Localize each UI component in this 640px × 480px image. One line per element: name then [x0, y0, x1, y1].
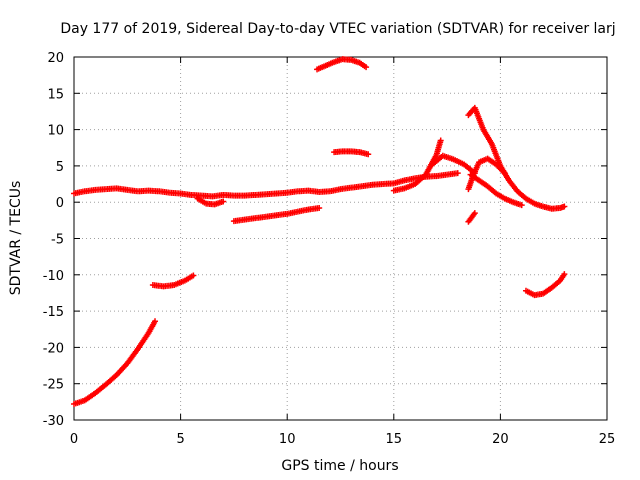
series-arc-bottom	[71, 318, 159, 408]
x-tick-label: 25	[599, 432, 616, 447]
data-point	[501, 170, 508, 177]
series-arc-spike	[465, 155, 508, 193]
series-arc-dip	[194, 195, 227, 208]
y-tick-label: -30	[43, 414, 64, 429]
y-tick-label: 15	[47, 87, 64, 102]
y-tick-label: -20	[43, 341, 64, 356]
data-point	[365, 151, 372, 158]
x-tick-label: 0	[70, 432, 78, 447]
data-point	[561, 203, 568, 210]
series-arc-main	[71, 170, 461, 200]
series-arc-v	[465, 210, 478, 225]
series-arc-top	[314, 56, 370, 73]
data-point	[471, 210, 478, 217]
series-arc-seven	[331, 148, 372, 158]
y-tick-label: 10	[47, 124, 64, 139]
y-axis-label: SDTVAR / TECUs	[8, 181, 24, 296]
series-arc-low	[230, 205, 323, 225]
y-tick-label: -15	[43, 305, 64, 320]
data-point	[500, 168, 507, 175]
data-point	[152, 318, 159, 325]
y-tick-label: -25	[43, 378, 64, 393]
axis-layer: 0 5 10 15 20 25 -30 -25 -20 -15 -10 -5 0 5 10 15 20	[43, 51, 616, 447]
series-arc-six	[429, 152, 478, 177]
series-arc-decline	[465, 104, 568, 212]
data-point	[363, 64, 370, 71]
data-layer	[71, 56, 568, 408]
y-tick-label: 20	[47, 51, 64, 66]
data-point	[437, 137, 444, 144]
series-arc-mid	[467, 171, 525, 209]
data-point	[518, 202, 525, 209]
y-tick-label: -10	[43, 269, 64, 284]
chart-title: Day 177 of 2019, Sidereal Day-to-day VTE…	[60, 21, 615, 37]
y-tick-label: -5	[51, 233, 64, 248]
data-point	[220, 198, 227, 205]
series-arc-minus11	[149, 272, 197, 290]
data-point	[454, 170, 461, 177]
x-axis-label: GPS time / hours	[281, 458, 398, 474]
data-point	[190, 272, 197, 279]
data-point	[561, 271, 568, 278]
x-tick-label: 5	[176, 432, 184, 447]
y-tick-label: 0	[56, 196, 64, 211]
series-arc-minus12	[522, 271, 568, 299]
y-tick-label: 5	[56, 160, 64, 175]
x-tick-label: 10	[279, 432, 296, 447]
x-tick-label: 20	[492, 432, 509, 447]
x-tick-label: 15	[386, 432, 403, 447]
data-point	[316, 205, 323, 212]
